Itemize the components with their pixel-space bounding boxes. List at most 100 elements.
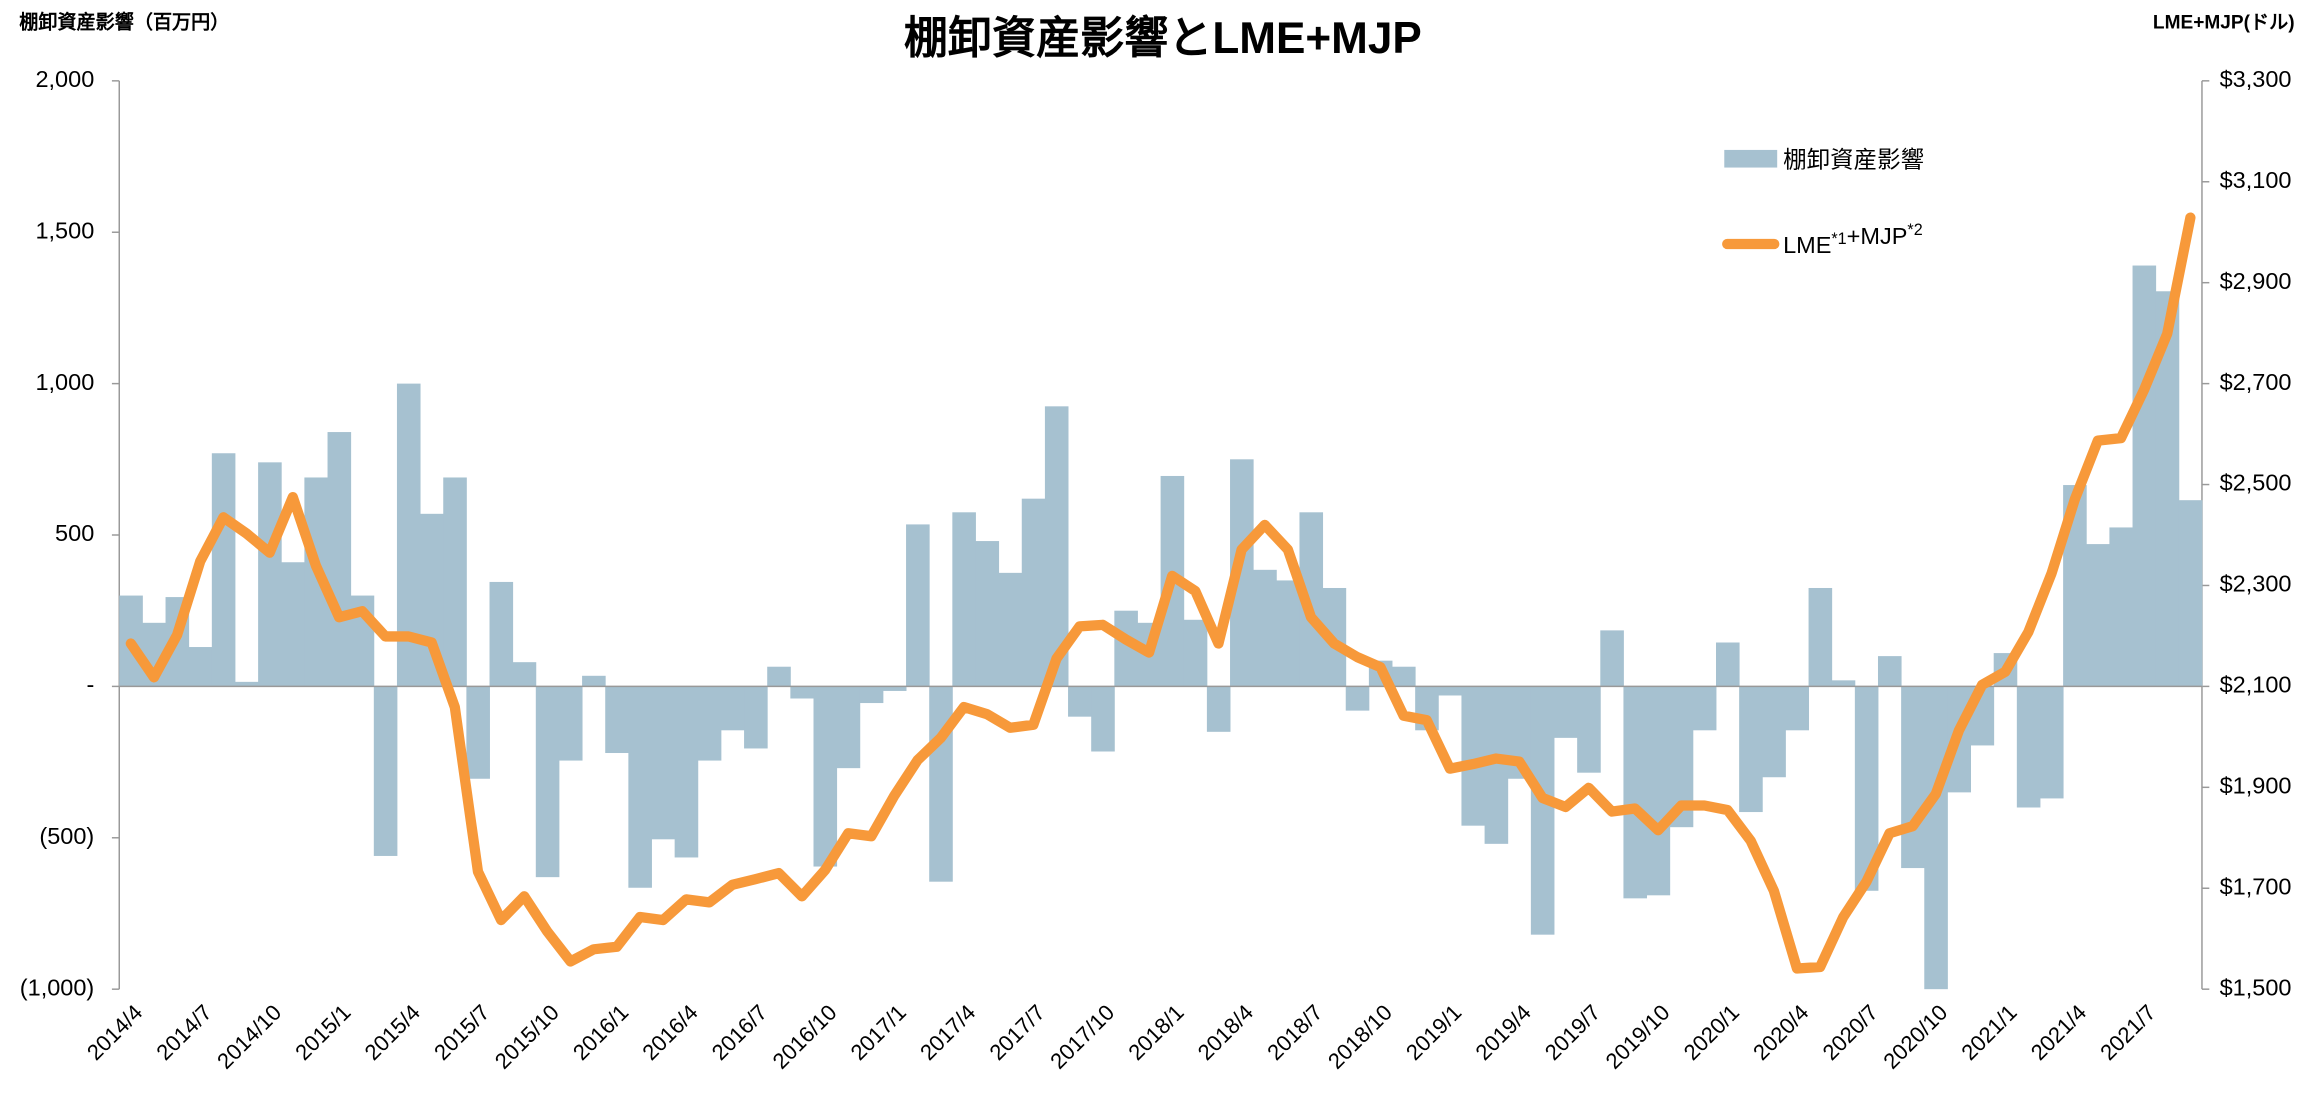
bar (258, 462, 282, 687)
bar (674, 686, 699, 858)
bar (1692, 686, 1717, 731)
x-tick-label: 2019/4 (1470, 1000, 1535, 1065)
bar (1345, 686, 1370, 711)
bar (188, 647, 213, 687)
bar (2039, 686, 2064, 799)
y2-tick-label: $1,700 (2220, 873, 2292, 899)
x-tick-label: 2016/7 (707, 1000, 772, 1065)
y-tick-label: 1,000 (35, 369, 94, 395)
x-tick-label: 2015/10 (490, 1000, 564, 1074)
bar (2063, 485, 2087, 687)
bar (2132, 265, 2157, 687)
bar (1253, 569, 1277, 687)
x-tick-label: 2015/1 (290, 1000, 355, 1065)
y2-tick-label: $3,300 (2220, 66, 2292, 92)
bar (651, 686, 676, 840)
bar (1183, 619, 1208, 687)
bar (1600, 630, 1624, 687)
bar (2178, 500, 2203, 687)
x-tick-label: 2019/10 (1601, 1000, 1675, 1074)
bar (1276, 580, 1300, 687)
bar (1669, 686, 1694, 828)
legend-label-part: *1 (1831, 230, 1846, 248)
line (125, 212, 2196, 974)
bar (2086, 544, 2110, 687)
bar (2016, 686, 2041, 808)
x-tick-label: 2021/4 (2026, 1000, 2091, 1065)
bar (1438, 686, 1462, 696)
bar (720, 686, 745, 731)
bar (281, 562, 305, 687)
legend-label: 棚卸資産影響 (1783, 147, 1924, 173)
bar (790, 686, 814, 699)
bar (1206, 686, 1231, 732)
x-tick-label: 2018/10 (1323, 1000, 1397, 1074)
y2-axis-title: LME+MJP(ドル) (2153, 13, 2295, 34)
bar (628, 686, 652, 888)
bar (1901, 686, 1925, 869)
bar (1114, 610, 1138, 687)
x-tick-label: 2018/7 (1262, 1000, 1327, 1065)
bar (975, 541, 1000, 687)
bar (836, 686, 861, 769)
x-tick-label: 2019/7 (1540, 1000, 1605, 1065)
bar (512, 662, 537, 687)
bar (1577, 686, 1601, 773)
y2-tick-label: $2,300 (2220, 571, 2292, 597)
bar (443, 477, 467, 687)
legend-label-part: LME (1783, 232, 1831, 258)
bar (1831, 680, 1856, 687)
x-tick-label: 2021/7 (2095, 1000, 2160, 1065)
bar (1646, 686, 1671, 896)
bar (1924, 686, 1948, 990)
bar (929, 686, 953, 882)
legend-label-part: +MJP (1847, 223, 1908, 249)
bar (1044, 406, 1069, 687)
bar (396, 383, 421, 687)
y-axis-title: 棚卸資産影響（百万円） (19, 11, 229, 34)
bar (211, 453, 236, 687)
x-tick-label: 2017/7 (984, 1000, 1049, 1065)
bar (489, 581, 514, 687)
x-tick-label: 2014/7 (151, 1000, 216, 1065)
bar (998, 572, 1023, 687)
bar (2155, 291, 2180, 687)
y2-tick-label: $1,900 (2220, 773, 2292, 799)
legend-label-part: *2 (1907, 221, 1922, 239)
x-tick-label: 2017/4 (915, 1000, 980, 1065)
bar (1091, 686, 1115, 752)
bar (952, 512, 976, 687)
bar (1554, 686, 1578, 738)
x-tick-label: 2016/10 (768, 1000, 842, 1074)
y2-tick-label: $2,100 (2220, 672, 2292, 698)
y2-tick-label: $3,100 (2220, 167, 2292, 193)
x-tick-label: 2016/1 (568, 1000, 633, 1065)
bar (906, 524, 930, 687)
y2-tick-label: $1,500 (2220, 974, 2292, 1000)
bar (1461, 686, 1486, 826)
x-tick-label: 2020/7 (1818, 1000, 1883, 1065)
bar (882, 686, 907, 691)
x-tick-label: 2020/4 (1748, 1000, 1813, 1065)
x-tick-label: 2014/4 (82, 1000, 147, 1065)
x-tick-label: 2015/4 (360, 1000, 425, 1065)
x-tick-label: 2017/1 (846, 1000, 911, 1065)
bar (1299, 512, 1324, 687)
x-tick-label: 2018/4 (1193, 1000, 1258, 1065)
x-tick-label: 2021/1 (1956, 1000, 2021, 1065)
bar (1484, 686, 1509, 844)
bar (535, 686, 560, 878)
bar (1854, 686, 1879, 891)
bar (373, 686, 398, 856)
x-tick-label: 2014/10 (212, 1000, 286, 1074)
x-tick-label: 2017/10 (1045, 1000, 1119, 1074)
bar (1739, 686, 1763, 813)
bar (2109, 527, 2133, 687)
bar (1623, 686, 1648, 899)
y-tick-label: - (86, 672, 94, 698)
x-tick-label: 2015/7 (429, 1000, 494, 1065)
bar (1808, 587, 1833, 687)
bar (767, 666, 791, 687)
bar (1716, 642, 1740, 687)
